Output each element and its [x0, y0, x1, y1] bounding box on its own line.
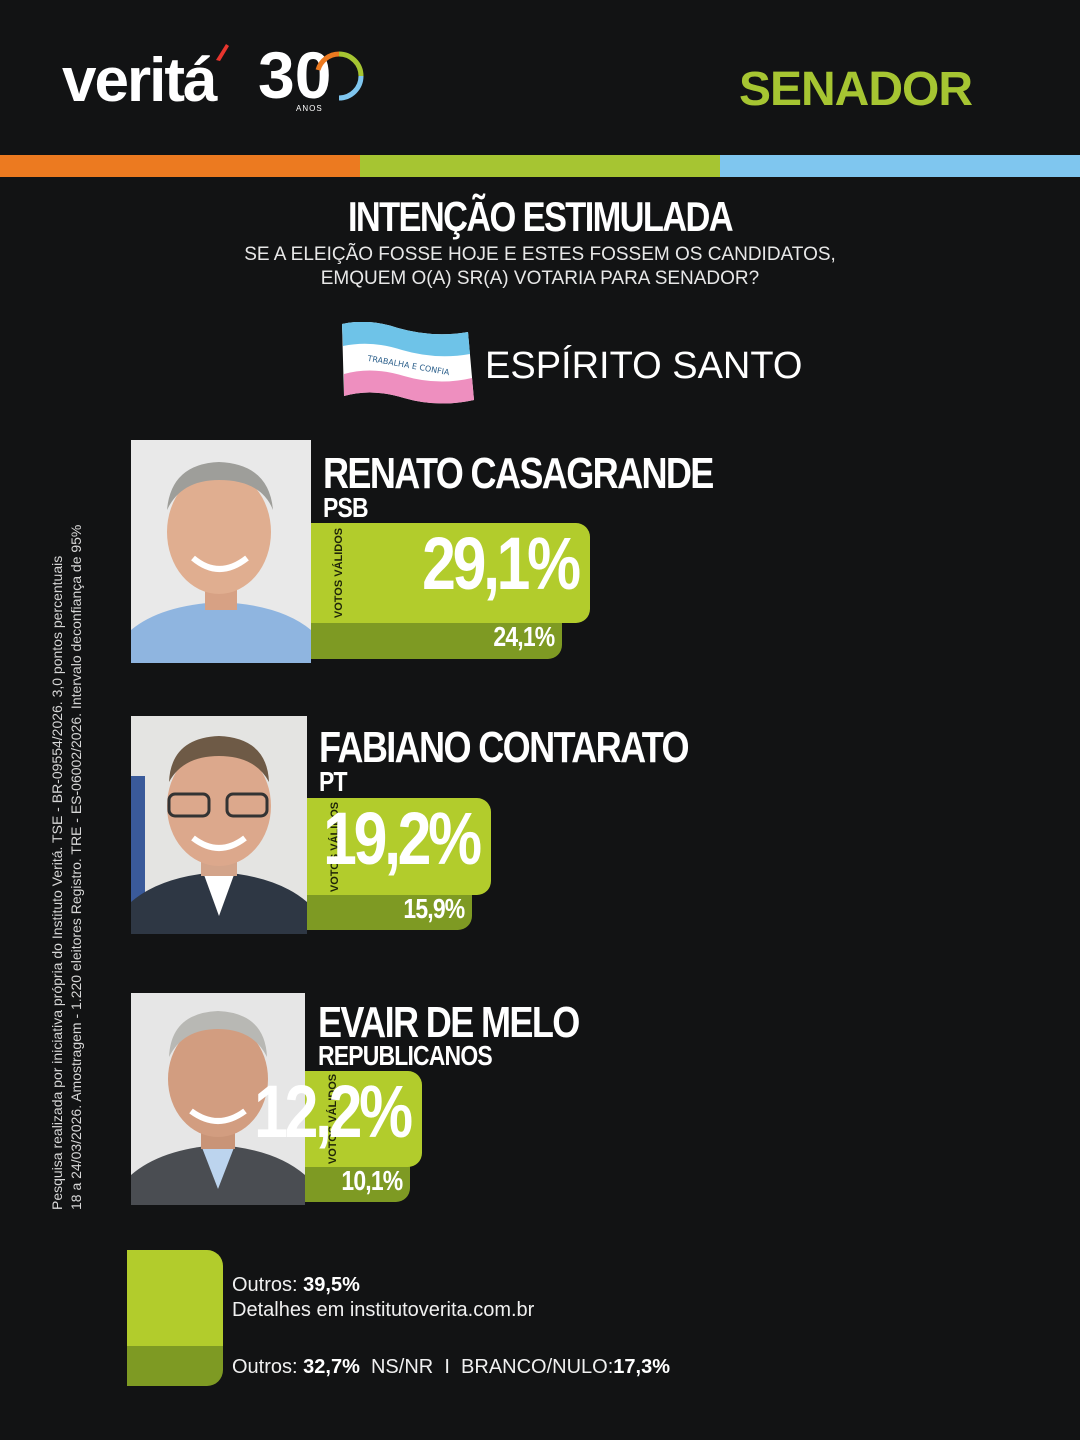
espirito-santo-flag-icon: TRABALHA E CONFIA: [342, 322, 474, 404]
candidate-photo-1: [131, 440, 311, 663]
logo-word: veritá: [62, 46, 217, 115]
legend-separator: I: [444, 1356, 450, 1378]
bar-total-1: 24,1%: [311, 621, 562, 659]
state-name: ESPÍRITO SANTO: [485, 345, 803, 387]
bar-total-3: 10,1%: [305, 1165, 410, 1202]
candidate-party-2: PT: [319, 766, 348, 797]
candidate-name-3: EVAIR DE MELO: [318, 998, 580, 1047]
section-title: SENADOR: [738, 63, 973, 116]
candidate-photo-3: [131, 993, 305, 1205]
outros-label-2: Outros:: [232, 1356, 298, 1378]
person-icon: [131, 736, 307, 934]
total-value-1: 24,1%: [492, 621, 555, 652]
candidate-name-2: FABIANO CONTARATO: [319, 723, 690, 772]
legend-outros-valid: Outros: 39,5%: [232, 1274, 360, 1297]
stripe-green: [360, 155, 720, 177]
legend-total-swatch: [127, 1346, 223, 1386]
verita-logo: veritá 30 ANOS: [62, 38, 364, 120]
color-stripe: [0, 155, 1080, 177]
disclaimer-line-1: Pesquisa realizada por iniciativa própri…: [49, 555, 65, 1210]
valid-value-2: 19,2%: [323, 797, 482, 880]
branco-value: 17,3%: [613, 1356, 670, 1378]
outros-total-value: 32,7%: [303, 1356, 360, 1378]
logo-number: 30: [258, 38, 332, 112]
poll-heading: INTENÇÃO ESTIMULADA: [347, 193, 734, 240]
bar-valid-2: VOTOS VÁLIDOS 19,2%: [307, 798, 491, 895]
bar-total-2: 15,9%: [307, 893, 472, 930]
logo-accent-icon: [216, 44, 229, 61]
bar-valid-1: VOTOS VÁLIDOS 29,1%: [311, 523, 590, 623]
outros-label: Outros:: [232, 1274, 298, 1296]
nsnr-label: NS/NR: [370, 1356, 434, 1378]
votos-validos-label-1: VOTOS VÁLIDOS: [333, 527, 346, 619]
total-value-3: 10,1%: [340, 1165, 403, 1196]
logo-ring-icon: [315, 51, 364, 101]
branco-label: BRANCO/NULO:: [461, 1356, 614, 1378]
outros-valid-value: 39,5%: [303, 1274, 360, 1296]
legend-outros-total: Outros: 32,7% NS/NR I BRANCO/NULO:17,3%: [232, 1356, 670, 1379]
question-line-2: EMQUEM O(A) SR(A) VOTARIA PARA SENADOR?: [320, 268, 760, 289]
poll-disclaimer: Pesquisa realizada por iniciativa própri…: [48, 510, 86, 1210]
candidate-photo-2: [131, 716, 307, 934]
valid-value-1: 29,1%: [422, 522, 581, 605]
question-line-1: SE A ELEIÇÃO FOSSE HOJE E ESTES FOSSEM O…: [244, 244, 836, 265]
total-value-2: 15,9%: [402, 893, 465, 924]
valid-value-3: 12,2%: [254, 1070, 413, 1153]
candidate-party-1: PSB: [323, 492, 369, 523]
legend-details: Detalhes em institutoverita.com.br: [232, 1299, 535, 1321]
stripe-blue: [720, 155, 1080, 177]
person-icon: [131, 1011, 305, 1205]
disclaimer-line-2: 18 a 24/03/2026. Amostragem - 1.220 elei…: [67, 524, 84, 1210]
stripe-orange: [0, 155, 360, 177]
logo-anos: ANOS: [296, 104, 323, 113]
person-icon: [131, 462, 311, 663]
candidate-name-1: RENATO CASAGRANDE: [323, 449, 714, 498]
legend-valid-swatch: [127, 1250, 223, 1346]
bar-valid-3: VOTOS VÁLIDOS 12,2%: [254, 1071, 422, 1167]
candidate-party-3: REPUBLICANOS: [318, 1040, 493, 1071]
